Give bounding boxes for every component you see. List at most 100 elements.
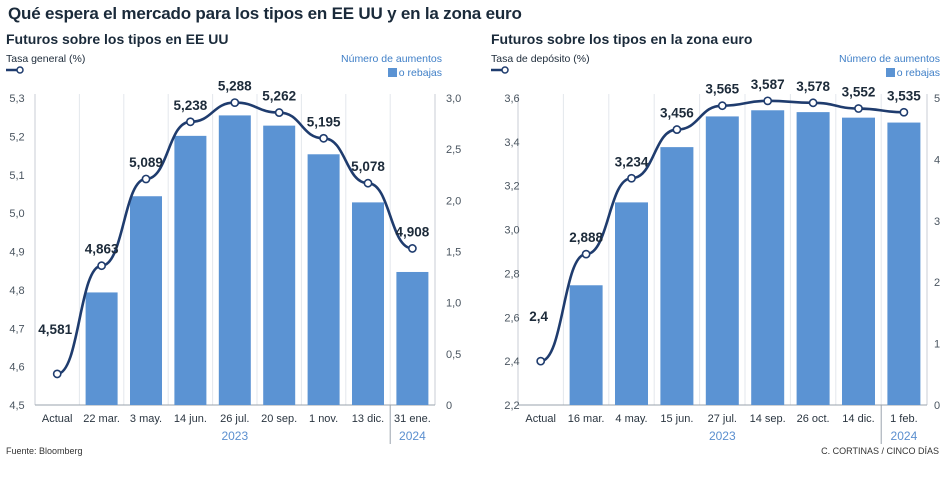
y-tick-right: 2,0	[446, 195, 461, 207]
year-label: 2023	[221, 429, 248, 443]
y-tick-left: 3,4	[504, 137, 519, 149]
y-tick-left: 4,6	[9, 362, 24, 374]
y-tick-left: 2,4	[504, 356, 519, 368]
left-axis-label: Tasa general (%)	[6, 53, 85, 65]
y-tick-left: 2,2	[504, 400, 519, 412]
rate-label-1: 2,4	[529, 309, 548, 324]
y-tick-left: 5,3	[9, 93, 24, 105]
rate-marker-4	[672, 125, 682, 134]
rate-marker-1	[536, 356, 546, 366]
y-tick-right: 0	[934, 400, 940, 412]
rate-marker-5	[230, 98, 240, 108]
x-tick: 14 dic.	[842, 413, 874, 425]
y-tick-right: 3	[934, 216, 940, 228]
chart-1: Futuros sobre los tipos en EE UU Tasa gen…	[6, 31, 461, 444]
chart-2: Futuros sobre los tipos en la zona euro T…	[491, 31, 940, 444]
bar-9	[396, 271, 429, 405]
bar-7	[307, 154, 340, 405]
bar-6	[263, 125, 296, 405]
y-tick-right: 3,0	[446, 93, 461, 105]
bar-5	[705, 116, 739, 406]
rate-marker-5	[717, 101, 727, 111]
x-tick: Actual	[525, 413, 556, 425]
source-note: Fuente: Bloomberg	[6, 446, 83, 456]
y-tick-right: 1,5	[446, 247, 461, 259]
legend-swatch	[388, 68, 397, 77]
legend-marker	[501, 66, 509, 74]
legend-marker	[16, 66, 24, 74]
rate-label-7: 5,195	[307, 114, 341, 129]
x-tick: 31 ene.	[394, 413, 431, 425]
bar-4	[174, 135, 207, 405]
y-tick-left: 3,6	[504, 93, 519, 105]
x-tick: 26 jul.	[220, 413, 249, 425]
bar-2	[85, 292, 118, 405]
rate-label-8: 3,552	[842, 85, 876, 100]
charts-area: Futuros sobre los tipos en EE UU Tasa gen…	[0, 28, 947, 460]
bar-8	[352, 202, 384, 405]
rate-label-7: 3,578	[796, 79, 830, 94]
x-tick: 14 sep.	[750, 413, 786, 425]
right-axis-label-2: o rebajas	[399, 67, 442, 79]
y-tick-left: 3,2	[504, 181, 519, 193]
y-tick-left: 3,0	[504, 225, 519, 237]
bar-3	[130, 196, 162, 405]
rate-marker-7	[319, 133, 328, 143]
rate-label-8: 5,078	[351, 159, 385, 174]
year-label: 2023	[709, 429, 736, 443]
rate-marker-8	[363, 178, 373, 188]
y-tick-left: 5,1	[9, 170, 24, 182]
rate-marker-6	[274, 108, 284, 117]
x-tick: 14 jun.	[174, 413, 207, 425]
x-tick: 22 mar.	[83, 413, 120, 425]
year-label: 2024	[399, 429, 426, 443]
charts-canvas: Futuros sobre los tipos en EE UU Tasa gen…	[6, 31, 940, 444]
year-label: 2024	[891, 429, 918, 443]
rate-label-5: 3,565	[705, 82, 739, 97]
y-tick-left: 2,8	[504, 268, 519, 280]
page-title: Qué espera el mercado para los tipos en …	[8, 4, 522, 23]
rate-marker-2	[581, 249, 591, 259]
x-tick: 26 oct.	[797, 413, 830, 425]
rate-label-9: 4,908	[396, 224, 430, 239]
y-tick-right: 4	[934, 154, 940, 166]
y-tick-left: 5,0	[9, 208, 24, 220]
bar-3	[615, 202, 648, 405]
right-axis-label: Número de aumentos	[341, 53, 442, 65]
y-tick-right: 1,0	[446, 298, 461, 310]
right-axis-label-2: o rebajas	[897, 67, 940, 79]
bar-8	[842, 117, 875, 405]
y-tick-right: 0,5	[446, 349, 461, 361]
rate-label-3: 5,089	[129, 155, 163, 170]
x-tick: 13 dic.	[352, 413, 384, 425]
right-axis-label: Número de aumentos	[839, 53, 940, 65]
y-tick-left: 4,9	[9, 247, 24, 259]
y-tick-left: 4,8	[9, 285, 24, 297]
rate-label-4: 3,456	[660, 106, 694, 121]
rate-label-4: 5,238	[174, 98, 208, 113]
rate-label-2: 2,888	[569, 230, 603, 245]
y-tick-right: 1	[934, 339, 940, 351]
y-tick-right: 5	[934, 93, 940, 105]
rate-marker-3	[627, 173, 636, 183]
bar-7	[796, 112, 830, 405]
rate-marker-7	[808, 98, 818, 108]
rate-label-9: 3,535	[887, 88, 921, 103]
x-tick: 15 jun.	[660, 413, 693, 425]
rate-label-2: 4,863	[85, 242, 119, 257]
bar-2	[569, 285, 603, 405]
legend-swatch	[886, 68, 895, 77]
bar-4	[660, 147, 694, 405]
y-tick-right: 0	[446, 400, 452, 412]
rate-marker-9	[899, 107, 909, 117]
x-tick: 16 mar.	[568, 413, 605, 425]
rate-marker-4	[185, 117, 195, 127]
rate-label-6: 5,262	[262, 89, 296, 104]
y-tick-left: 4,7	[9, 323, 24, 335]
rate-marker-6	[763, 96, 773, 106]
rate-label-5: 5,288	[218, 79, 252, 94]
rate-label-6: 3,587	[751, 77, 785, 92]
y-tick-left: 2,6	[504, 312, 519, 324]
bar-9	[887, 122, 921, 405]
rate-marker-3	[141, 174, 151, 184]
